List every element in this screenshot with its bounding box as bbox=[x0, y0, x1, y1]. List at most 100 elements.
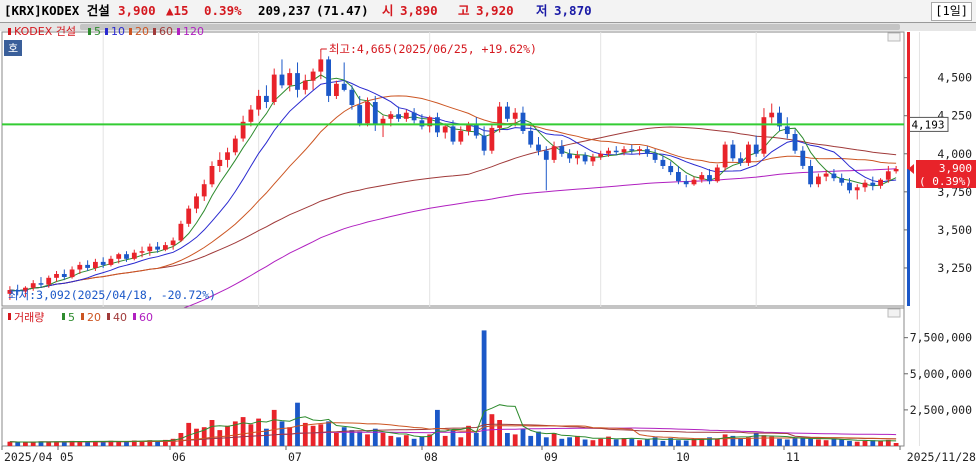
candle-body bbox=[691, 179, 697, 185]
legend-item: 120 bbox=[183, 25, 204, 38]
candle-body bbox=[15, 290, 21, 292]
candle bbox=[419, 114, 425, 130]
candle-body bbox=[722, 144, 728, 168]
ticker-name[interactable]: [KRX]KODEX 건설 bbox=[4, 3, 110, 18]
candle-body bbox=[30, 283, 36, 288]
volume-bar bbox=[660, 440, 666, 446]
volume-bar bbox=[893, 443, 899, 446]
current-price: 3,900 bbox=[118, 3, 156, 18]
candle-body bbox=[287, 73, 293, 86]
candle bbox=[536, 137, 541, 156]
volume-bar bbox=[885, 439, 891, 446]
candle-body bbox=[85, 264, 90, 268]
candle-body bbox=[613, 150, 619, 153]
volume-bar bbox=[450, 430, 456, 446]
candle-body bbox=[147, 246, 153, 252]
candle-body bbox=[660, 159, 666, 166]
scrollbar-thumb[interactable] bbox=[80, 24, 900, 30]
x-axis-label: 08 bbox=[424, 450, 438, 464]
legend-item: 5 bbox=[94, 25, 101, 38]
candle-body bbox=[334, 83, 339, 96]
candle-body bbox=[590, 156, 596, 162]
candle bbox=[520, 106, 526, 134]
volume-bar bbox=[753, 433, 759, 446]
candle-body bbox=[481, 135, 487, 151]
candle-body bbox=[753, 144, 759, 154]
volume-bar bbox=[784, 439, 790, 446]
candle bbox=[201, 179, 207, 201]
candle bbox=[512, 108, 518, 127]
candle-body bbox=[100, 261, 106, 265]
min-annotation: 최저:3,092(2025/04/18, -20.72%) bbox=[8, 288, 216, 302]
candle bbox=[707, 169, 712, 185]
candle bbox=[225, 147, 230, 168]
candle bbox=[93, 258, 98, 271]
volume-bar bbox=[668, 438, 674, 446]
volume-bar bbox=[722, 434, 728, 446]
candle bbox=[271, 68, 277, 106]
volume-bar bbox=[800, 437, 806, 446]
chart-scrollbar[interactable] bbox=[0, 23, 976, 31]
volume-bar bbox=[341, 427, 347, 446]
candle-body bbox=[427, 117, 433, 127]
candle-body bbox=[870, 182, 876, 186]
volume-legend-item: 20 bbox=[87, 311, 101, 324]
volume-bar bbox=[652, 437, 658, 446]
panel-menu-button bbox=[887, 308, 901, 318]
candle bbox=[279, 59, 285, 89]
volume-bar bbox=[170, 438, 176, 446]
candle bbox=[209, 161, 215, 188]
volume-bar bbox=[870, 440, 876, 446]
candle bbox=[590, 153, 596, 166]
candle bbox=[870, 176, 876, 191]
candle-body bbox=[543, 150, 549, 160]
volume-bar bbox=[372, 428, 378, 446]
volume-bar bbox=[543, 437, 549, 446]
candle-body bbox=[714, 167, 720, 182]
candle-body bbox=[326, 59, 331, 96]
volume-bar bbox=[520, 428, 526, 446]
x-axis-label: 2025/11/28 bbox=[907, 450, 976, 464]
candle-body bbox=[582, 155, 588, 162]
low-price: 3,870 bbox=[554, 3, 592, 18]
candle bbox=[746, 141, 751, 166]
candle-body bbox=[264, 95, 269, 102]
volume-legend-item: 60 bbox=[139, 311, 153, 324]
candle-body bbox=[683, 181, 689, 185]
volume-bar bbox=[326, 421, 331, 446]
volume-bar bbox=[621, 438, 627, 446]
candle bbox=[606, 147, 611, 157]
volume-bar bbox=[38, 441, 44, 446]
volume-panel: 2,500,000 5,000,000 7,500,000 거래량 5 20 40 60 202… bbox=[1, 307, 976, 464]
candle-body bbox=[209, 166, 215, 185]
volume-bar bbox=[707, 437, 712, 446]
candle bbox=[777, 106, 782, 131]
period-selector[interactable]: [1일] bbox=[931, 2, 972, 21]
volume-legend-swatch bbox=[81, 313, 84, 320]
candle bbox=[170, 237, 176, 250]
volume-bar bbox=[334, 433, 339, 446]
volume-tick-label: 2,500,000 bbox=[910, 403, 972, 417]
open-price: 3,890 bbox=[400, 3, 438, 18]
volume-bar bbox=[388, 435, 394, 446]
volume-bar bbox=[69, 440, 75, 446]
candle bbox=[497, 102, 502, 133]
candle-body bbox=[186, 208, 192, 224]
candle bbox=[831, 169, 837, 182]
candle bbox=[543, 146, 549, 191]
volume-bar bbox=[108, 440, 114, 446]
volume-bar bbox=[878, 440, 883, 446]
candle bbox=[893, 165, 899, 174]
open-label: 시 bbox=[382, 3, 394, 18]
legend-swatch bbox=[105, 28, 108, 35]
volume-bar bbox=[46, 441, 52, 446]
candle-body bbox=[225, 152, 230, 160]
candle-body bbox=[380, 118, 386, 125]
candle-body bbox=[450, 126, 456, 142]
price-tick-label: 3,750 bbox=[937, 185, 972, 199]
volume-bar bbox=[714, 438, 720, 446]
candle bbox=[854, 184, 860, 200]
volume-bar bbox=[683, 440, 689, 446]
volume-bar bbox=[442, 435, 448, 446]
